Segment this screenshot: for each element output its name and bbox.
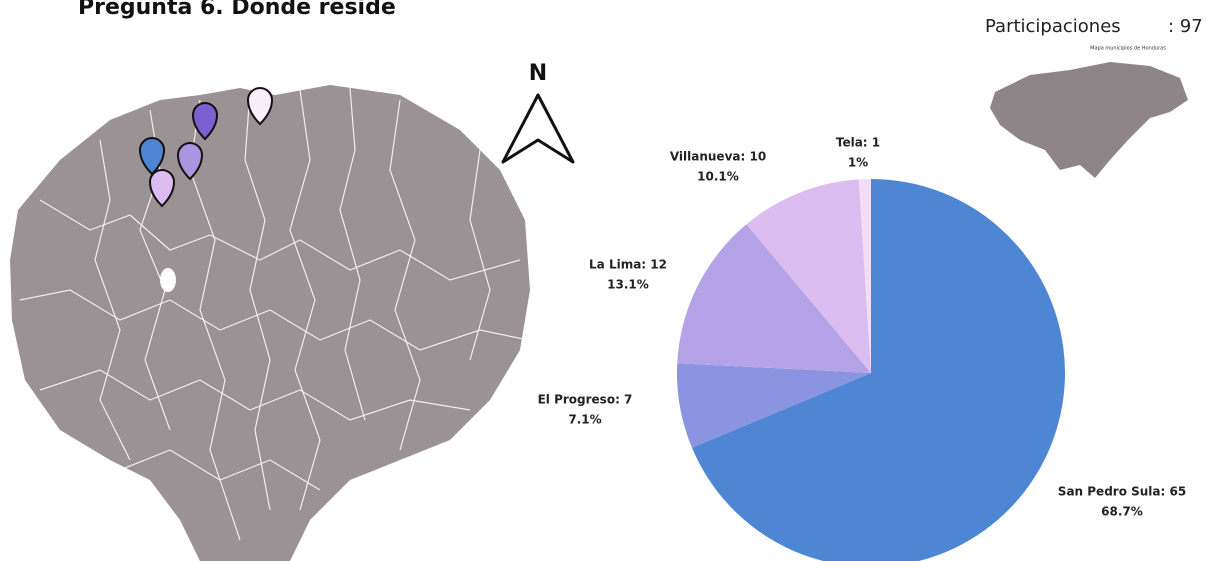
participations-label: Participaciones xyxy=(985,16,1121,37)
slice-label: San Pedro Sula: 65 xyxy=(1058,485,1186,499)
slice-label: Villanueva: 10 xyxy=(670,150,766,164)
pie-slice xyxy=(677,363,871,448)
pie-slice xyxy=(746,179,871,373)
pie-slice xyxy=(692,179,1065,561)
slice-label: Tela: 1 xyxy=(836,136,880,150)
pie-slice xyxy=(858,179,871,373)
title: Pregunta 6. Donde reside xyxy=(78,0,396,20)
map xyxy=(10,85,530,561)
slice-label: La Lima: 12 xyxy=(589,258,667,272)
slice-value-label: 13.1% xyxy=(607,278,649,292)
map-caption: Mapa municipios de Honduras xyxy=(1090,46,1166,52)
mini-map xyxy=(990,62,1188,178)
slice-value-label: 1% xyxy=(848,156,868,170)
slice-label: El Progreso: 7 xyxy=(538,393,633,407)
pie-slice xyxy=(677,224,871,373)
participations-count: : 97 xyxy=(1168,16,1203,37)
slice-value-label: 68.7% xyxy=(1101,505,1143,519)
north-label: N xyxy=(529,61,547,86)
slice-value-label: 7.1% xyxy=(568,413,601,427)
north-arrow xyxy=(501,93,575,164)
slice-value-label: 10.1% xyxy=(697,170,739,184)
